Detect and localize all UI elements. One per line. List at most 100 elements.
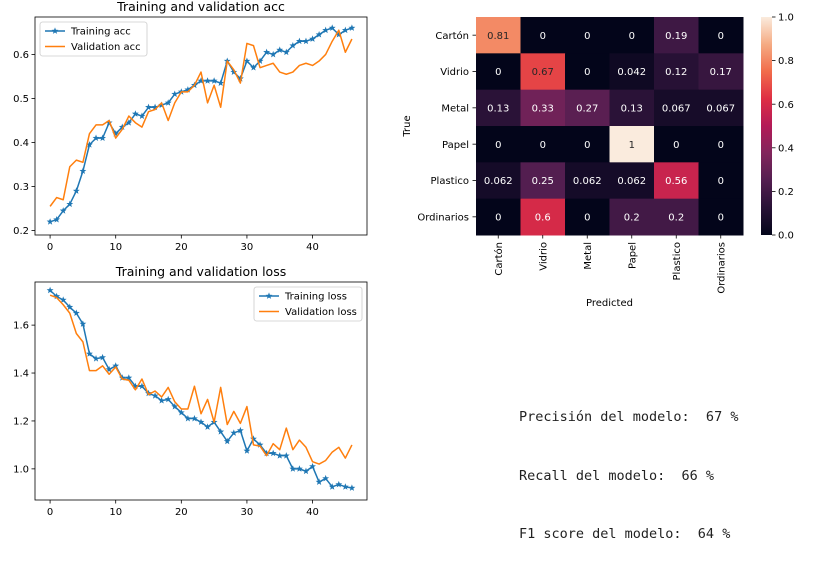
acc-point-0-30	[243, 57, 251, 64]
acc-point-0-4	[72, 187, 80, 194]
loss-point-0-5	[79, 320, 87, 327]
loss-point-0-46	[348, 484, 356, 491]
loss-xtick-label-0: 0	[47, 507, 53, 518]
acc-point-0-42	[322, 26, 330, 34]
cm-cell-2-0	[476, 89, 521, 127]
cm-cell-2-2	[565, 89, 610, 127]
loss-point-0-21	[184, 414, 192, 422]
loss-ytick-label-3: 1.6	[13, 321, 29, 332]
loss-point-0-19	[171, 402, 179, 410]
loss-legend: Training loss Validation loss	[253, 286, 363, 322]
loss-ytick-label-2: 1.4	[13, 369, 29, 380]
loss-point-0-38	[296, 465, 303, 472]
cm-row-label-3: Papel	[442, 140, 469, 151]
colorbar-tick-label-4: 0.8	[778, 56, 794, 67]
loss-xtick-label-3: 30	[241, 507, 254, 518]
cm-cell-label-4-1: 0.25	[532, 176, 554, 187]
acc-point-0-35	[276, 46, 284, 53]
loss-point-0-18	[164, 395, 172, 403]
loss-legend-marker-0	[265, 292, 273, 299]
cm-cell-0-4	[654, 17, 699, 54]
cm-cell-label-4-4: 0.56	[665, 176, 687, 187]
loss-point-0-14	[138, 382, 146, 390]
acc-ytick-label-4: 0.6	[13, 50, 29, 61]
cm-cell-label-5-5: 0	[718, 212, 724, 223]
acc-series-line-1	[49, 29, 353, 207]
cm-cell-4-0	[476, 162, 521, 200]
cm-cell-label-1-3: 0.042	[617, 67, 646, 78]
cm-cell-label-0-0: 0.81	[487, 31, 509, 42]
cm-cell-5-0	[476, 198, 521, 236]
cm-cell-2-1	[520, 89, 566, 127]
acc-xtick-label-0: 0	[47, 242, 53, 253]
cm-cell-label-4-3: 0.062	[617, 176, 646, 187]
loss-point-0-37	[289, 465, 297, 472]
cm-cell-0-0	[476, 17, 521, 54]
acc-point-0-43	[328, 24, 336, 31]
acc-xtick-label-4: 40	[306, 242, 319, 253]
loss-point-0-30	[243, 447, 251, 454]
cm-col-label-5: Ordinarios	[716, 242, 727, 294]
acc-legend-label-0: Training acc	[70, 27, 131, 38]
cm-cell-label-0-3: 0	[629, 31, 635, 42]
cm-row-label-5: Ordinarios	[417, 212, 469, 223]
loss-point-0-32	[256, 441, 264, 448]
loss-xtick-label-4: 40	[306, 507, 319, 518]
acc-point-0-44	[335, 31, 343, 38]
cm-cell-label-2-5: 0.067	[706, 103, 735, 114]
cm-cell-4-4	[654, 162, 699, 200]
cm-cell-3-1	[520, 126, 566, 163]
precision-text: Precisión del modelo: 67 %	[519, 409, 739, 425]
acc-point-0-10	[112, 130, 120, 137]
colorbar-tick-label-2: 0.4	[778, 143, 794, 154]
acc-point-0-46	[348, 24, 356, 31]
colorbar	[761, 17, 772, 235]
acc-point-0-0	[46, 218, 54, 225]
cm-col-label-2: Metal	[583, 242, 594, 270]
cm-ylabel: True	[402, 115, 413, 137]
acc-point-0-39	[302, 37, 310, 45]
cm-cell-label-1-1: 0.67	[532, 67, 554, 78]
loss-point-0-36	[282, 452, 290, 459]
cm-cell-label-0-4: 0.19	[665, 31, 687, 42]
cm-cell-5-5	[698, 198, 744, 236]
acc-point-0-29	[236, 75, 244, 82]
acc-point-0-45	[341, 26, 349, 34]
cm-cell-1-4	[654, 53, 699, 91]
colorbar-tick-label-0: 0.0	[778, 231, 794, 242]
acc-point-0-40	[309, 35, 316, 42]
cm-cell-label-3-4: 0	[673, 140, 679, 151]
cm-cell-label-5-2: 0	[584, 212, 590, 223]
loss-point-0-7	[92, 355, 100, 362]
cm-cell-1-5	[698, 53, 744, 91]
acc-point-0-12	[125, 119, 133, 126]
cm-cell-label-4-5: 0	[718, 176, 724, 187]
acc-point-0-34	[269, 50, 277, 58]
cm-cell-label-2-1: 0.33	[532, 103, 554, 114]
loss-point-0-28	[230, 429, 238, 436]
cm-cell-1-0	[476, 53, 521, 91]
cm-row-label-4: Plastico	[431, 176, 469, 187]
loss-point-0-44	[335, 480, 343, 488]
acc-legend-frame	[39, 21, 148, 57]
loss-legend-label-1: Validation loss	[285, 307, 357, 318]
acc-point-0-19	[171, 90, 179, 97]
acc-point-0-11	[118, 123, 126, 131]
loss-point-0-1	[53, 292, 61, 300]
loss-point-0-24	[204, 423, 211, 430]
acc-point-0-18	[164, 99, 172, 106]
loss-point-0-13	[131, 382, 139, 390]
cm-cell-label-3-5: 0	[718, 140, 724, 151]
cm-cell-5-2	[565, 198, 610, 236]
model-metrics: Precisión del modelo: 67 % Recall del mo…	[519, 369, 738, 564]
loss-xtick-label-1: 10	[109, 507, 122, 518]
loss-point-0-29	[236, 426, 244, 434]
cm-cell-0-2	[565, 17, 610, 54]
loss-axes-frame	[34, 281, 368, 501]
cm-cell-0-1	[520, 17, 566, 54]
loss-point-0-8	[99, 353, 106, 361]
loss-point-0-31	[250, 435, 257, 442]
cm-cell-label-2-4: 0.067	[662, 103, 691, 114]
loss-point-0-23	[197, 418, 205, 426]
cm-cell-0-5	[698, 17, 744, 54]
